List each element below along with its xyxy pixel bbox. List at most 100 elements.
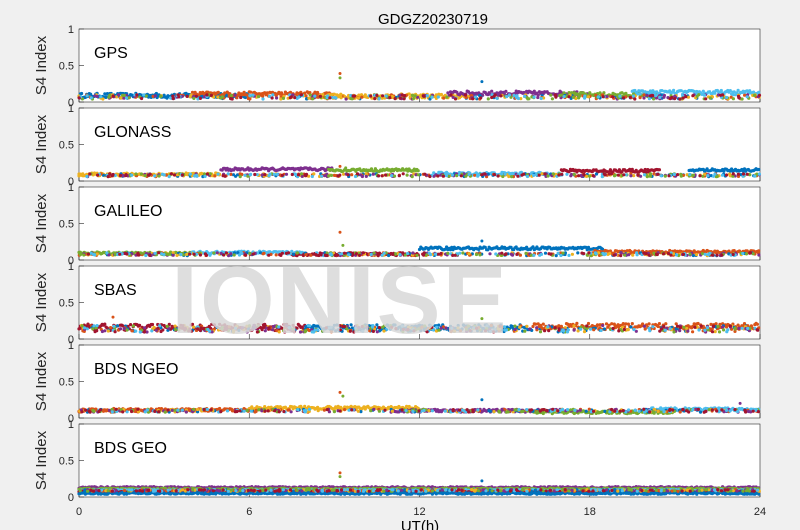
data-point	[275, 96, 279, 100]
data-point	[143, 174, 147, 178]
data-point	[154, 91, 158, 96]
data-point	[248, 90, 253, 94]
data-point	[445, 95, 449, 99]
data-point	[165, 96, 169, 100]
data-point	[499, 94, 503, 98]
data-point	[82, 326, 87, 330]
data-point	[423, 172, 427, 176]
panel-label: GLONASS	[94, 124, 171, 141]
data-point	[478, 93, 482, 98]
data-point	[557, 173, 561, 177]
data-point	[645, 93, 649, 98]
data-point	[652, 97, 656, 101]
data-point	[695, 253, 699, 257]
data-point	[570, 252, 575, 256]
data-point	[693, 325, 697, 329]
data-point	[142, 93, 146, 97]
data-point	[643, 167, 647, 172]
y-axis-label: S4 Index	[33, 272, 50, 332]
data-point	[265, 91, 269, 95]
data-point	[612, 253, 616, 257]
data-point	[492, 173, 497, 177]
data-point	[355, 172, 360, 176]
data-point	[635, 92, 640, 96]
y-tick-label: 0.5	[59, 140, 74, 152]
data-point	[558, 94, 562, 98]
data-point	[157, 174, 161, 178]
y-tick-label: 1	[68, 261, 74, 273]
data-point	[229, 97, 233, 101]
spike-point	[338, 76, 342, 80]
data-point	[733, 174, 737, 178]
data-point	[373, 97, 377, 101]
y-tick-label: 0	[68, 97, 74, 109]
data-point	[310, 174, 314, 179]
data-point	[582, 173, 586, 177]
data-point	[159, 94, 163, 99]
data-point	[637, 89, 641, 93]
data-point	[617, 325, 621, 329]
data-point	[562, 329, 566, 333]
data-point	[534, 173, 538, 177]
y-tick-label: 1	[68, 24, 74, 36]
data-point	[451, 95, 455, 99]
data-point	[601, 323, 605, 328]
data-point	[121, 93, 125, 97]
data-point	[757, 93, 762, 97]
data-point	[658, 95, 662, 99]
data-point	[209, 93, 213, 97]
data-point	[272, 172, 276, 176]
data-point	[392, 174, 397, 178]
data-point	[401, 172, 405, 176]
data-point	[180, 173, 185, 177]
data-point	[714, 322, 718, 326]
data-point	[618, 94, 622, 98]
data-point	[371, 172, 375, 176]
data-point	[565, 172, 569, 176]
data-point	[479, 96, 483, 100]
data-point	[678, 329, 682, 333]
data-point	[737, 326, 741, 330]
data-point	[110, 174, 114, 178]
data-point	[343, 408, 347, 412]
data-point	[138, 330, 142, 334]
data-point	[644, 170, 649, 174]
data-point	[313, 94, 317, 98]
data-point	[495, 96, 499, 100]
data-point	[100, 252, 104, 256]
data-point	[271, 93, 275, 97]
data-point	[473, 95, 478, 99]
data-point	[741, 172, 746, 176]
data-point	[153, 174, 157, 178]
data-point	[728, 324, 733, 328]
data-point	[260, 173, 264, 177]
data-point	[372, 169, 376, 173]
data-point	[654, 252, 659, 256]
data-point	[672, 88, 676, 92]
data-point	[230, 407, 234, 412]
data-point	[601, 95, 605, 99]
data-point	[698, 410, 703, 414]
data-point	[248, 94, 252, 98]
data-point	[205, 93, 209, 97]
plot-area	[78, 344, 761, 419]
data-point	[364, 172, 368, 176]
data-point	[513, 324, 517, 328]
data-point	[516, 96, 521, 101]
data-point	[538, 330, 543, 334]
data-point	[304, 173, 308, 178]
data-point	[711, 174, 716, 178]
data-point	[492, 94, 496, 98]
data-point	[648, 172, 653, 176]
data-point	[587, 251, 591, 255]
data-point	[92, 324, 96, 328]
data-point	[248, 173, 252, 177]
data-point	[592, 328, 596, 332]
data-point	[238, 175, 242, 179]
data-point	[188, 408, 192, 413]
data-point	[659, 174, 663, 178]
data-point	[560, 172, 564, 176]
data-point	[223, 91, 227, 95]
data-point	[450, 173, 454, 177]
panel-label: SBAS	[94, 282, 137, 299]
